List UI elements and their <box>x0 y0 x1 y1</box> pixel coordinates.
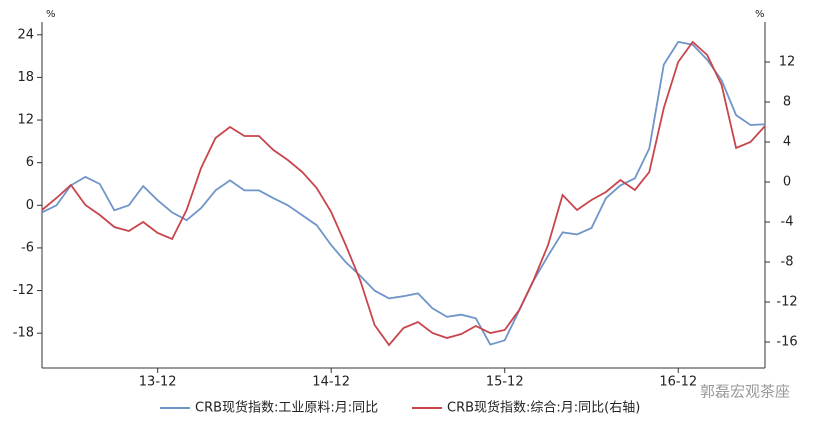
x-tick-label: 14-12 <box>312 375 350 390</box>
y2-tick-label: 12 <box>779 55 796 70</box>
y2-tick-label: 4 <box>783 135 791 150</box>
y-unit: % <box>46 9 56 20</box>
x-tick-label: 13-12 <box>139 375 177 390</box>
y2-tick-label: -4 <box>781 215 794 230</box>
legend-label: CRB现货指数:综合:月:同比(右轴) <box>447 400 640 416</box>
y2-tick-label: -8 <box>781 255 794 270</box>
legend-label: CRB现货指数:工业原料:月:同比 <box>195 400 378 416</box>
y2-unit: % <box>755 9 765 20</box>
y-tick-label: 0 <box>26 198 34 213</box>
y-tick-label: -12 <box>13 283 34 298</box>
y2-tick-label: -16 <box>776 335 797 350</box>
y2-tick-label: -12 <box>776 295 797 310</box>
y-tick-label: -18 <box>13 326 34 341</box>
series-line <box>41 40 766 346</box>
x-tick-label: 16-12 <box>659 375 697 390</box>
y2-tick-label: 8 <box>783 95 791 110</box>
series-line <box>41 40 766 347</box>
y-tick-label: -6 <box>21 240 34 255</box>
y-tick-label: 24 <box>17 27 34 42</box>
y-tick-label: 12 <box>17 113 34 128</box>
x-tick-label: 15-12 <box>486 375 524 390</box>
watermark: 郭磊宏观茶座 <box>700 383 790 401</box>
y-tick-label: 6 <box>26 155 34 170</box>
y-tick-label: 18 <box>17 70 34 85</box>
y2-tick-label: 0 <box>783 175 791 190</box>
